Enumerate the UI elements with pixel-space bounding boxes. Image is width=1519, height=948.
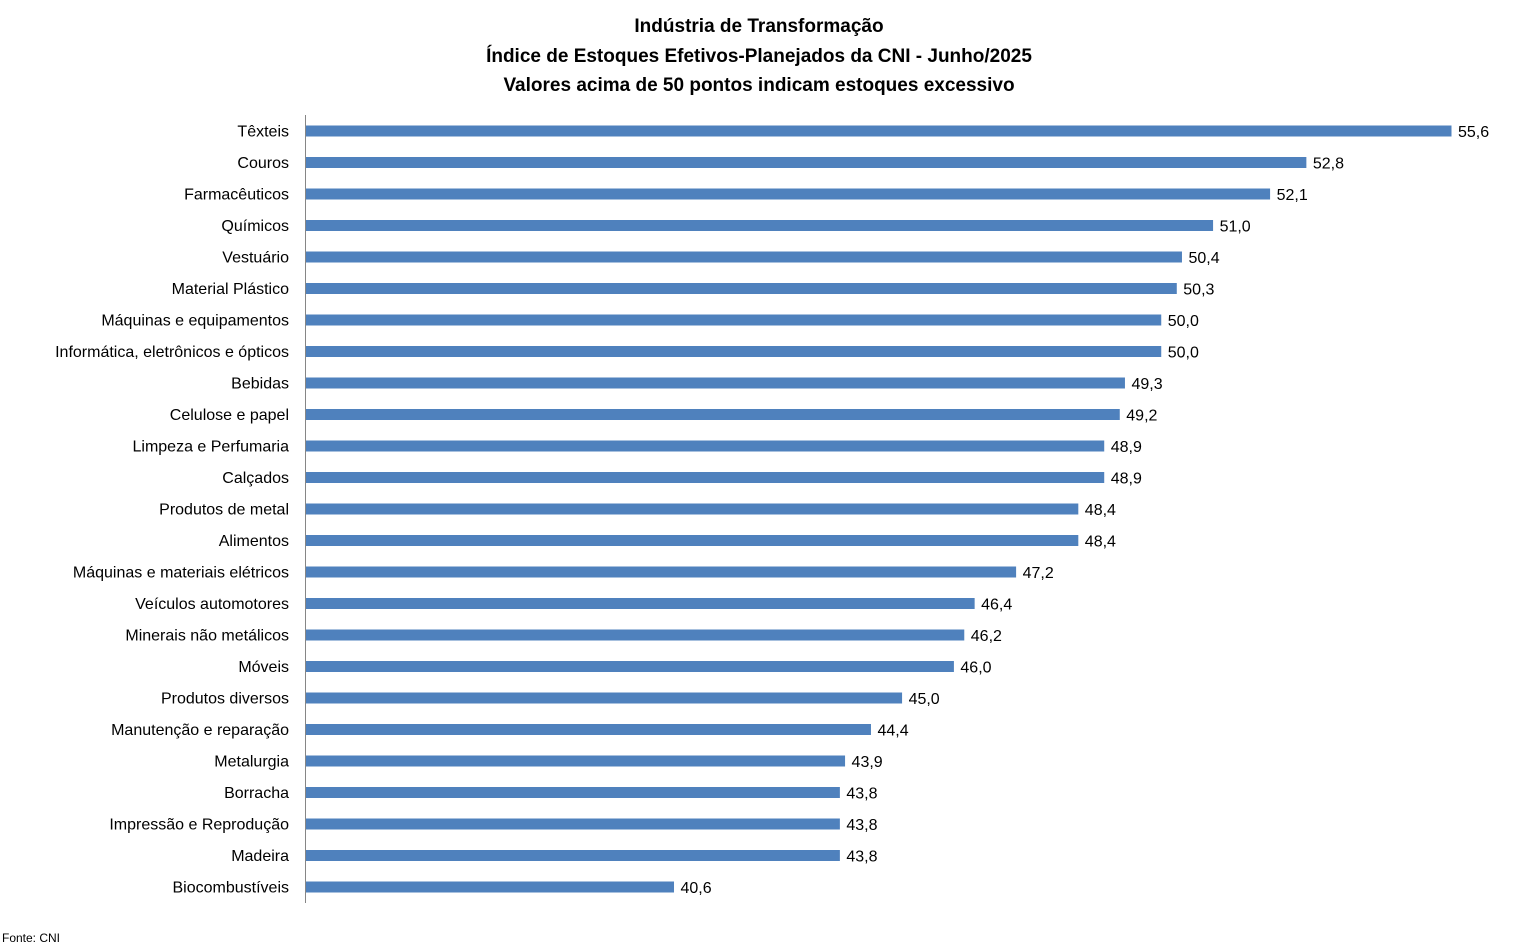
data-label: 45,0 (909, 691, 940, 708)
bar (306, 692, 903, 704)
data-label: 48,4 (1085, 534, 1116, 551)
data-label: 48,9 (1111, 471, 1142, 488)
data-label: 49,2 (1126, 408, 1157, 425)
data-label: 43,8 (846, 817, 877, 834)
chart-subtitle: Índice de Estoques Efetivos-Planejados d… (486, 45, 1032, 67)
data-label: 48,4 (1085, 502, 1116, 519)
data-label: 52,1 (1277, 187, 1308, 204)
category-label: Máquinas e equipamentos (101, 313, 289, 330)
category-label: Limpeza e Perfumaria (132, 439, 289, 456)
chart-title: Indústria de Transformação (634, 16, 883, 37)
bar (306, 188, 1271, 200)
category-label: Produtos diversos (161, 691, 289, 708)
data-label: 46,0 (960, 660, 991, 677)
category-label: Informática, eletrônicos e ópticos (55, 344, 289, 361)
bar (306, 503, 1079, 515)
bar (306, 220, 1214, 231)
bar (306, 440, 1105, 452)
category-label: Borracha (224, 785, 289, 802)
bar (306, 818, 840, 830)
bar (306, 850, 840, 861)
bar (306, 629, 965, 641)
category-label: Alimentos (219, 533, 289, 550)
source-note: Fonte: CNI (2, 931, 60, 945)
data-label: 50,0 (1168, 313, 1199, 330)
data-label: 44,4 (877, 723, 908, 740)
category-label: Calçados (222, 470, 289, 487)
category-label: Produtos de metal (159, 502, 289, 519)
bar (306, 125, 1452, 137)
category-label: Manutenção e reparação (111, 722, 289, 739)
category-label: Impressão e Reprodução (109, 817, 289, 834)
bar (306, 787, 840, 798)
data-label: 50,4 (1188, 250, 1219, 267)
category-label: Farmacêuticos (184, 187, 289, 204)
category-label: Máquinas e materiais elétricos (73, 565, 289, 582)
bar (306, 881, 675, 893)
bar (306, 535, 1079, 546)
bar (306, 724, 871, 735)
data-label: 51,0 (1220, 219, 1251, 236)
bar (306, 377, 1125, 389)
data-label: 50,0 (1168, 345, 1199, 362)
bar (306, 283, 1177, 294)
data-label: 43,8 (846, 786, 877, 803)
data-label: 48,9 (1111, 439, 1142, 456)
category-label: Madeira (231, 848, 289, 865)
chart-subtitle-note: Valores acima de 50 pontos indicam estoq… (503, 75, 1014, 96)
bar (306, 566, 1017, 578)
bar (306, 755, 846, 767)
category-label: Metalurgia (214, 754, 289, 771)
data-label: 52,8 (1313, 156, 1344, 173)
data-label: 43,8 (846, 849, 877, 866)
data-label: 49,3 (1131, 376, 1162, 393)
data-label: 43,9 (852, 754, 883, 771)
data-label: 46,2 (971, 628, 1002, 645)
category-label: Químicos (221, 218, 289, 235)
bars-group: Têxteis 55,6 Couros 52,8 Farmacêuticos 52,1 Qu… (55, 124, 1489, 898)
data-label: 55,6 (1458, 124, 1489, 141)
bar (306, 661, 954, 672)
category-label: Minerais não metálicos (125, 628, 289, 645)
data-label: 46,4 (981, 597, 1012, 614)
category-label: Biocombustíveis (173, 880, 290, 897)
bar (306, 157, 1307, 168)
category-label: Couros (237, 155, 289, 172)
category-label: Têxteis (237, 124, 289, 141)
bar (306, 472, 1105, 483)
category-label: Vestuário (222, 250, 289, 267)
bar (306, 346, 1162, 357)
category-label: Material Plástico (172, 281, 289, 298)
category-label: Celulose e papel (170, 407, 289, 424)
category-label: Móveis (238, 659, 289, 676)
data-label: 47,2 (1023, 565, 1054, 582)
bar (306, 409, 1120, 420)
bar (306, 251, 1182, 263)
bar (306, 598, 975, 609)
bar (306, 314, 1162, 326)
data-label: 50,3 (1183, 282, 1214, 299)
category-label: Veículos automotores (135, 596, 289, 613)
data-label: 40,6 (681, 880, 712, 897)
category-label: Bebidas (231, 376, 289, 393)
